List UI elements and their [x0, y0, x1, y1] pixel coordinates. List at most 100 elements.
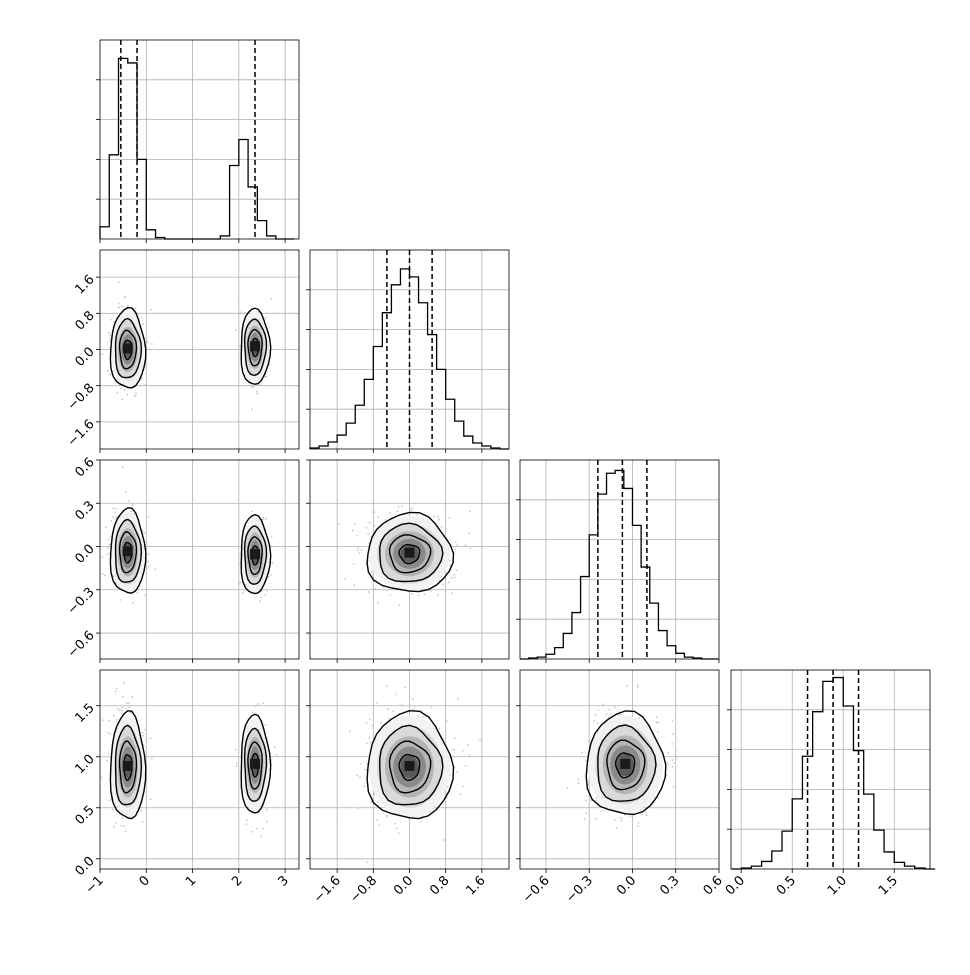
- scatter-point: [101, 353, 104, 356]
- scatter-point: [371, 570, 373, 573]
- scatter-point: [120, 824, 123, 827]
- scatter-point: [130, 510, 132, 513]
- scatter-point: [134, 307, 137, 309]
- scatter-point: [671, 766, 674, 768]
- x-tick-label: −0.8: [347, 873, 380, 906]
- density-contour: [398, 543, 421, 565]
- panel-content: [336, 685, 481, 864]
- scatter-point: [675, 748, 677, 751]
- scatter-point: [593, 719, 595, 722]
- scatter-point: [667, 752, 670, 755]
- scatter-point: [411, 507, 414, 509]
- scatter-point: [351, 529, 354, 532]
- y-tick-label: 1.5: [72, 701, 97, 726]
- scatter-point: [107, 547, 110, 549]
- x-tick-label: 0.0: [723, 873, 748, 898]
- scatter-point: [380, 721, 383, 724]
- scatter-point: [132, 504, 135, 506]
- scatter-point: [118, 709, 121, 712]
- scatter-point: [236, 762, 238, 764]
- panel-frame: [99, 459, 300, 660]
- scatter-point: [444, 510, 447, 513]
- scatter-point: [417, 594, 420, 597]
- scatter-point: [657, 797, 660, 800]
- scatter-panel-2-0: [99, 459, 300, 660]
- scatter-point: [451, 592, 454, 595]
- scatter-point: [246, 819, 249, 822]
- scatter-point: [120, 387, 123, 389]
- scatter-point: [239, 311, 242, 313]
- scatter-point: [656, 731, 659, 733]
- scatter-point: [368, 521, 371, 524]
- scatter-point: [356, 549, 359, 552]
- histogram-step: [99, 57, 295, 240]
- scatter-point: [373, 511, 376, 514]
- scatter-point: [113, 715, 116, 717]
- density-contour: [615, 752, 636, 779]
- scatter-point: [119, 599, 122, 601]
- scatter-point: [595, 799, 598, 802]
- scatter-point: [448, 581, 450, 584]
- scatter-point: [608, 709, 611, 711]
- scatter-point: [112, 516, 114, 519]
- panel-content: [101, 281, 273, 411]
- scatter-point: [131, 695, 134, 698]
- scatter-point: [655, 721, 658, 724]
- scatter-point: [420, 709, 423, 712]
- scatter-point: [620, 713, 622, 716]
- scatter-point: [384, 519, 387, 522]
- density-contour: [243, 318, 268, 376]
- scatter-point: [265, 375, 268, 378]
- y-tick-label: 0.3: [72, 498, 97, 523]
- scatter-point: [115, 507, 117, 510]
- scatter-point: [577, 782, 580, 785]
- scatter-point: [479, 739, 481, 741]
- scatter-point: [423, 593, 426, 596]
- scatter-point: [454, 548, 457, 551]
- scatter-point: [438, 727, 441, 730]
- density-contour: [118, 329, 138, 370]
- scatter-point: [645, 811, 647, 814]
- scatter-point: [365, 742, 368, 745]
- scatter-point: [386, 685, 388, 688]
- scatter-point: [114, 511, 117, 514]
- scatter-point: [373, 524, 376, 527]
- scatter-point: [453, 573, 456, 576]
- scatter-point: [270, 574, 273, 576]
- panel-frame: [519, 459, 720, 660]
- scatter-point: [469, 510, 471, 513]
- scatter-point: [675, 757, 677, 760]
- scatter-point: [121, 306, 124, 308]
- scatter-point: [123, 389, 126, 391]
- scatter-point: [620, 820, 623, 822]
- scatter-point: [357, 547, 360, 549]
- scatter-point: [109, 733, 112, 736]
- scatter-point: [398, 604, 401, 607]
- scatter-point: [629, 815, 632, 818]
- density-contour: [114, 518, 143, 583]
- scatter-point: [132, 602, 134, 604]
- y-tick-label: 0.8: [72, 308, 97, 333]
- scatter-point: [115, 687, 118, 690]
- scatter-point: [104, 574, 106, 577]
- scatter-point: [145, 738, 148, 740]
- density-contour: [109, 709, 147, 820]
- scatter-point: [445, 721, 448, 723]
- histogram-panel-1: [306, 249, 510, 450]
- scatter-point: [108, 373, 111, 376]
- scatter-point: [234, 749, 237, 751]
- scatter-point: [368, 737, 371, 739]
- scatter-point: [146, 340, 149, 343]
- density-contour: [114, 317, 143, 379]
- scatter-point: [337, 523, 340, 525]
- scatter-point: [581, 751, 583, 754]
- scatter-point: [108, 719, 110, 722]
- density-peak: [404, 760, 415, 771]
- scatter-point: [419, 821, 422, 823]
- scatter-point: [673, 762, 675, 764]
- scatter-point: [640, 813, 643, 816]
- panel-frame: [730, 669, 931, 870]
- scatter-panel-3-0: [99, 669, 300, 870]
- scatter-point: [461, 749, 464, 752]
- scatter-point: [265, 518, 267, 520]
